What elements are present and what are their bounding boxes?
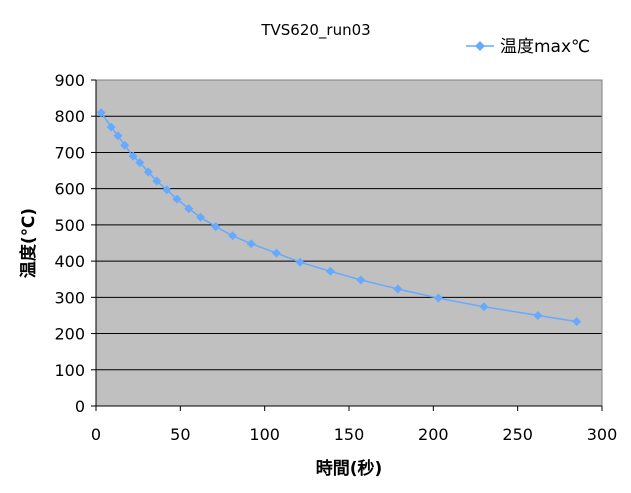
y-tick-label: 800 (54, 107, 85, 126)
legend: 温度max℃ (466, 37, 590, 57)
data-point (271, 248, 281, 258)
data-point (120, 140, 130, 150)
y-tick-label: 700 (54, 143, 85, 162)
data-point (433, 293, 443, 303)
y-tick-label: 200 (54, 325, 85, 344)
x-tick-label: 200 (418, 425, 449, 444)
y-tick-label: 400 (54, 252, 85, 271)
x-axis-label: 時間(秒) (316, 458, 383, 479)
data-point (572, 317, 582, 327)
y-tick-label: 0 (75, 397, 85, 416)
x-axis: 0 50 100 150 200 250 300 (91, 405, 618, 444)
data-point (295, 257, 305, 267)
data-point (172, 194, 182, 204)
series-points (96, 108, 582, 327)
y-axis-label: 温度(℃) (18, 208, 39, 278)
x-tick-label: 150 (334, 425, 365, 444)
data-point (128, 151, 138, 161)
x-tick-label: 250 (502, 425, 533, 444)
data-point (211, 222, 221, 232)
data-point (135, 158, 145, 168)
data-point (143, 167, 153, 177)
y-axis: 0 100 200 300 400 500 600 700 800 900 (54, 71, 97, 416)
y-tick-label: 900 (54, 71, 85, 90)
legend-label: 温度max℃ (500, 37, 590, 57)
x-tick-label: 0 (91, 425, 101, 444)
data-point (96, 108, 106, 118)
data-point (113, 131, 123, 141)
x-tick-label: 50 (170, 425, 190, 444)
data-point (393, 284, 403, 294)
y-tick-label: 100 (54, 361, 85, 380)
gridlines (96, 115, 602, 371)
x-tick-label: 300 (587, 425, 618, 444)
chart-title: TVS620_run03 (260, 21, 370, 40)
legend-marker-diamond-icon (475, 41, 485, 51)
data-point (196, 212, 206, 222)
data-point (184, 204, 194, 214)
data-point (106, 122, 116, 132)
y-tick-label: 500 (54, 216, 85, 235)
y-tick-label: 300 (54, 288, 85, 307)
data-point (246, 239, 256, 249)
y-tick-label: 600 (54, 180, 85, 199)
plot-area (96, 80, 602, 406)
x-tick-label: 100 (249, 425, 280, 444)
data-point (356, 275, 366, 285)
data-point (325, 266, 335, 276)
data-point (228, 231, 238, 241)
data-point (479, 302, 489, 312)
data-point (162, 185, 172, 195)
data-point (152, 176, 162, 186)
data-point (533, 310, 543, 320)
